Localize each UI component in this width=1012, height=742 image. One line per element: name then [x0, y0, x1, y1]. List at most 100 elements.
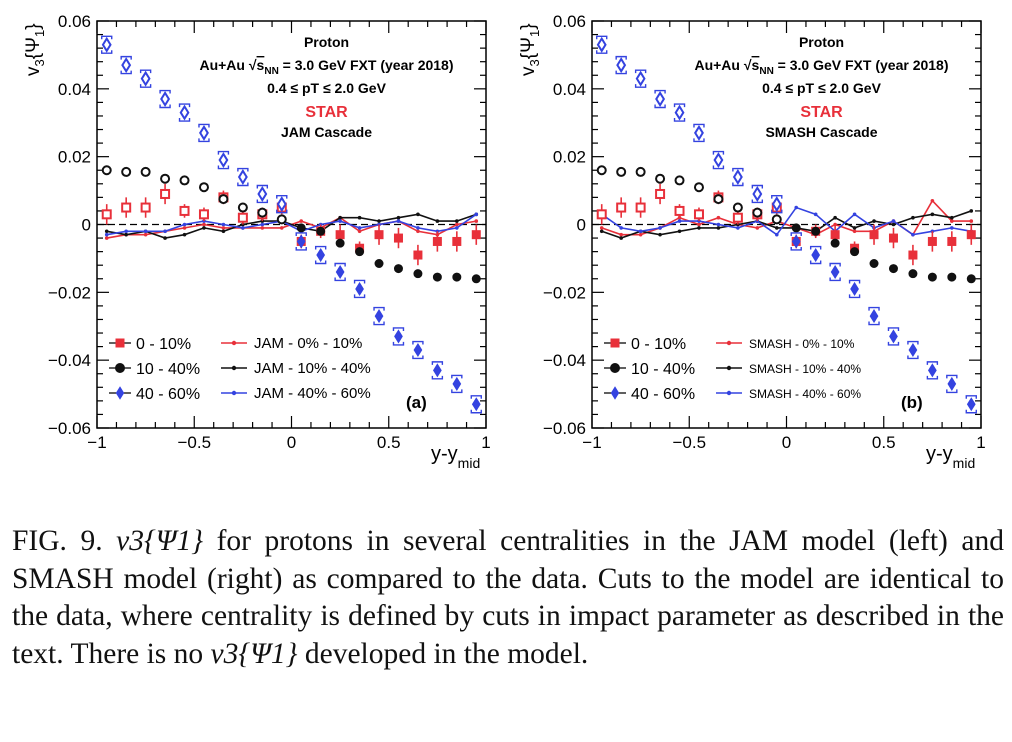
- panel-a-data-point-10-40: [218, 194, 229, 205]
- panel-b-data-point-10-40: [888, 264, 898, 274]
- panel-b-model-point-smash-40-60: [638, 229, 643, 234]
- panel-a-model-point-jam-10-40: [104, 229, 109, 234]
- panel-b-error-bracket-40-60: [926, 361, 939, 365]
- panel-b-annotation-pt: 0.4 ≤ pT ≤ 2.0 GeV: [762, 80, 882, 96]
- panel-a-x-tick-label: 0: [287, 433, 296, 452]
- panel-b-model-point-smash-10-40: [911, 215, 915, 220]
- panel-b-annotation-experiment: STAR: [800, 104, 843, 121]
- figure-caption: FIG. 9. v3{Ψ1} for protons in several ce…: [12, 523, 1004, 673]
- panel-b-data-point-40-60: [771, 196, 782, 213]
- panel-a-model-point-jam-10-40: [124, 232, 128, 237]
- panel-a-annotation-sqrt-s: s: [257, 57, 265, 73]
- panel-a-error-bracket-40-60: [101, 50, 113, 54]
- panel-a-data-point-40-60: [101, 36, 112, 53]
- panel-a-legend-label-jam-10-40: JAM - 10% - 40%: [254, 360, 371, 377]
- panel-a-data-point-40-60: [335, 264, 345, 280]
- panel-a-model-point-jam-10-40: [377, 219, 381, 223]
- panel-b-data-point-10-40: [908, 269, 918, 279]
- panel-a-annotation-system: Au+Au √: [199, 57, 256, 73]
- panel-b-y-axis-label-main: {Ψ: [518, 37, 539, 59]
- panel-a-model-point-jam-40-60: [182, 222, 187, 227]
- panel-a-model-line-jam-40-60: [106, 213, 477, 236]
- panel-b-model-point-smash-40-60: [950, 226, 954, 230]
- panel-a-model-point-jam-0-10: [279, 226, 284, 230]
- panel-a-error-bracket-40-60: [431, 375, 444, 380]
- panel-b-error-bracket-40-60: [887, 327, 900, 331]
- panel-a-legend: 0 - 10% 10 - 40% 40 - 60% JAM - 0% - 10% JAM…: [109, 335, 371, 403]
- panel-b-model-point-smash-10-40: [950, 215, 954, 220]
- panel-a-y-axis-label-close: }: [23, 23, 44, 29]
- panel-b-model-point-smash-40-60: [891, 219, 896, 223]
- panel-a-error-bracket-40-60: [178, 103, 191, 108]
- panel-b-error-bracket-40-60: [946, 374, 958, 379]
- panel-a-data-point-0-10: [121, 202, 132, 213]
- panel-b-data-point-10-40: [596, 165, 607, 176]
- panel-a-error-bracket-40-60: [159, 104, 171, 109]
- panel-a-error-bracket-40-60: [217, 150, 230, 155]
- panel-b-data-point-0-10: [635, 202, 646, 213]
- panel-a-x-tick-label: 1: [481, 433, 490, 452]
- panel-b-model-point-smash-0-10: [755, 226, 760, 230]
- panel-b-model-point-smash-10-40: [716, 226, 721, 230]
- panel-a-model-point-jam-10-40: [221, 229, 226, 234]
- panel-a-data-point-0-10: [179, 205, 190, 216]
- panel-a-y-tick-label: 0.04: [58, 80, 91, 99]
- panel-b-data-point-10-40: [850, 247, 860, 257]
- panel-a-y-axis-label-sub: 3: [32, 59, 47, 66]
- panel-b-data-point-40-60: [791, 234, 801, 249]
- panel-b-model-point-smash-0-10: [638, 232, 643, 237]
- panel-b-data-point-10-40: [732, 202, 743, 213]
- panel-a-legend-label-0-10: 0 - 10%: [136, 336, 191, 353]
- panel-a-error-bracket-40-60: [295, 232, 307, 236]
- panel-a-annotation-energy: Au+Au √sNN = 3.0 GeV FXT (year 2018): [199, 57, 453, 77]
- panel-a-error-bracket-40-60: [412, 355, 424, 360]
- panel-b-x-tick-label: 0: [782, 433, 791, 452]
- panel-a-data-point-40-60: [471, 397, 481, 412]
- panel-a-error-bracket-40-60: [256, 199, 269, 204]
- panel-b-error-bracket-40-60: [829, 262, 841, 267]
- panel-a-model-point-jam-10-40: [357, 215, 362, 220]
- panel-b-legend-marker-0-10: [610, 338, 620, 348]
- panel-b-y-tick-label: −0.06: [543, 419, 586, 438]
- panel-b-data-point-40-60: [811, 247, 821, 263]
- panel-b-legend-model-dot: [726, 340, 732, 346]
- panel-a-model-point-jam-0-10: [474, 219, 479, 223]
- panel-b-error-bracket-40-60: [965, 395, 977, 399]
- panel-b-data-point-10-40: [869, 259, 879, 269]
- panel-b-data-point-10-40: [830, 238, 840, 248]
- panel-a-data-point-40-60: [179, 104, 190, 121]
- panel-a-model-point-jam-0-10: [299, 219, 304, 223]
- panel-b-data-point-40-60: [966, 397, 976, 412]
- panel-a-data-point-40-60: [257, 185, 268, 202]
- panel-a-legend-marker-40-60: [115, 386, 125, 400]
- panel-b-model-point-smash-10-40: [619, 236, 623, 240]
- panel-a-legend-marker-10-40: [115, 363, 125, 373]
- panel-b-error-bracket-40-60: [809, 245, 822, 250]
- panel-a-model-point-jam-10-40: [416, 212, 420, 217]
- panel-a-data-point-40-60: [316, 247, 326, 263]
- panel-b-model-point-smash-10-40: [930, 212, 935, 217]
- panel-a-model-point-jam-10-40: [455, 219, 459, 223]
- panel-a-model-point-jam-40-60: [260, 222, 265, 227]
- panel-a-legend-label-jam-0-10: JAM - 0% - 10%: [254, 335, 362, 352]
- panel-b-model-point-smash-0-10: [716, 215, 721, 220]
- panel-a-model-point-jam-0-10: [143, 232, 148, 237]
- panel-a-model-point-jam-40-60: [357, 226, 362, 230]
- panel-b-x-tick-label: 1: [976, 433, 985, 452]
- panel-a-error-bracket-40-60: [198, 123, 210, 128]
- panel-b-data-point-40-60: [889, 329, 898, 344]
- panel-b-model-point-smash-10-40: [833, 215, 837, 220]
- panel-b-data-point-40-60: [928, 363, 937, 378]
- panel-b-data-point-0-10: [966, 230, 976, 240]
- panel-a-data-point-10-40: [160, 173, 171, 184]
- panel-b-data-point-40-60: [674, 104, 685, 121]
- panel-a-model-point-jam-0-10: [260, 226, 265, 230]
- panel-b-data-point-0-10: [674, 205, 685, 216]
- panel-b-model-point-smash-40-60: [716, 222, 721, 227]
- panel-b-data-point-10-40: [966, 274, 976, 284]
- panel-a-data-point-10-40: [198, 182, 209, 193]
- panel-b-error-bracket-40-60: [693, 123, 705, 128]
- panel-a-model-point-jam-0-10: [455, 222, 459, 227]
- panel-b-model-point-smash-10-40: [969, 209, 974, 213]
